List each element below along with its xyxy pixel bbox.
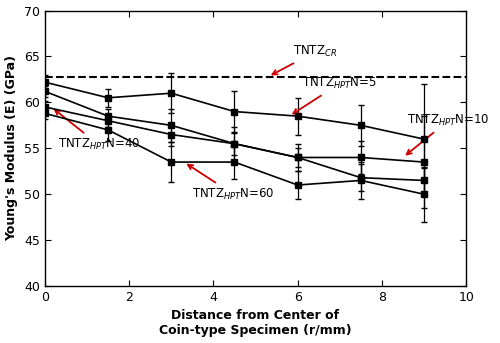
Text: TNTZ$_{HPT}$N=5: TNTZ$_{HPT}$N=5 [294, 76, 376, 114]
Text: TNTZ$_{CR}$: TNTZ$_{CR}$ [272, 44, 338, 74]
Text: TNTZ$_{HPT}$N=60: TNTZ$_{HPT}$N=60 [188, 165, 275, 202]
X-axis label: Distance from Center of
Coin-type Specimen (r/mm): Distance from Center of Coin-type Specim… [159, 309, 352, 338]
Y-axis label: Young's Modulus (E) (GPa): Young's Modulus (E) (GPa) [6, 55, 18, 241]
Text: TNTZ$_{HPT}$N=40: TNTZ$_{HPT}$N=40 [55, 110, 140, 152]
Text: TNTZ$_{HPT}$N=10: TNTZ$_{HPT}$N=10 [406, 113, 490, 154]
